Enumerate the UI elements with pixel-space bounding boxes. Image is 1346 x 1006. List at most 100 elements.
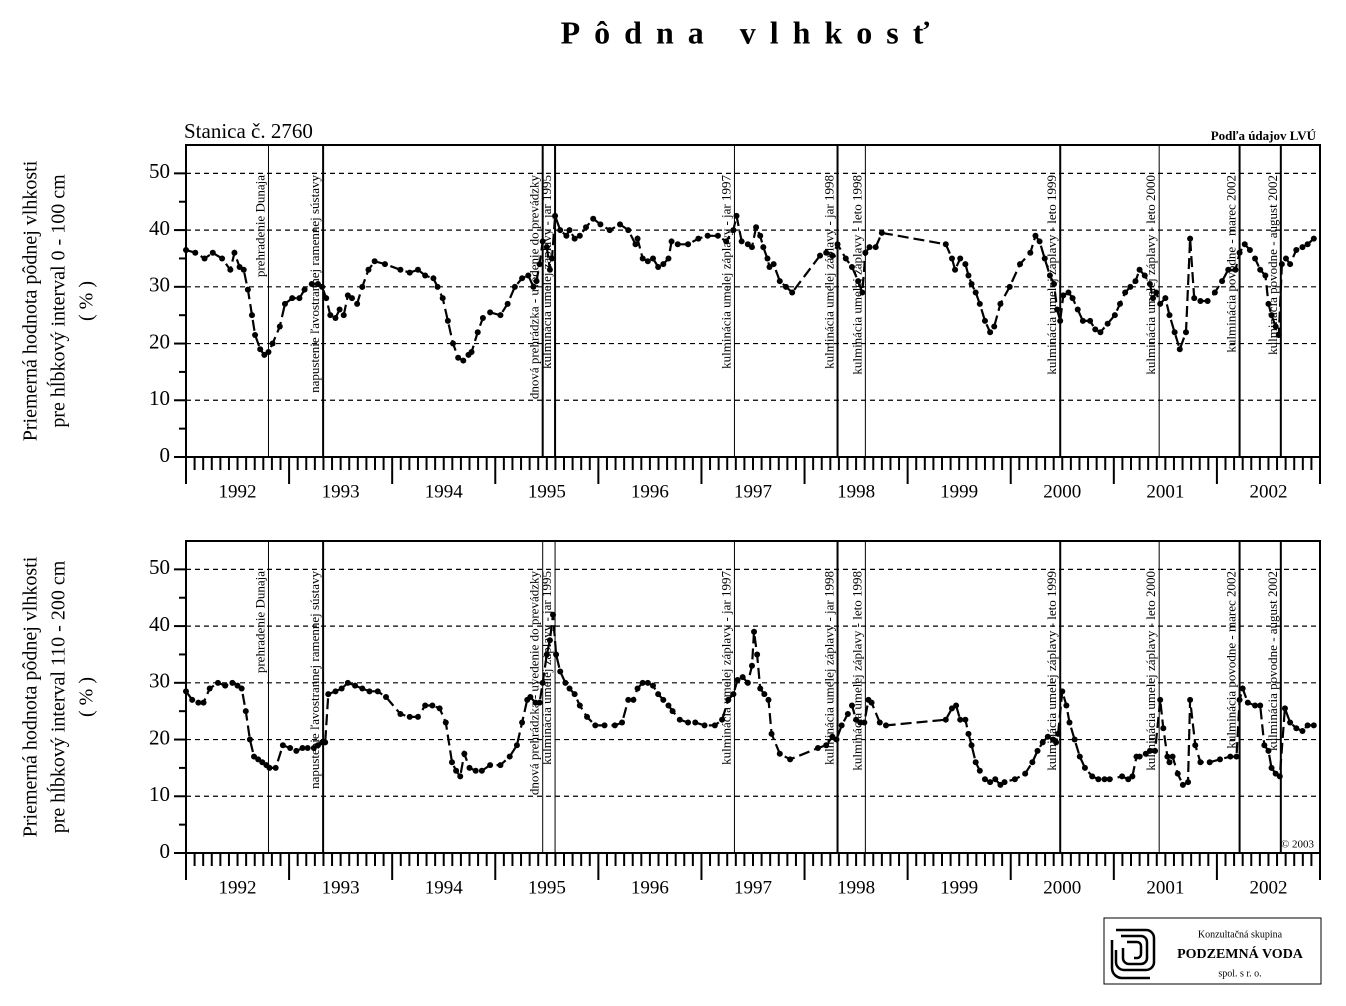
logo-icon — [1110, 928, 1156, 980]
data-point — [1287, 261, 1294, 268]
data-point — [397, 711, 404, 718]
event-label: kulminácia umelej záplavy - leto 2000 — [1143, 571, 1158, 771]
data-point — [584, 713, 591, 720]
data-point — [965, 730, 972, 737]
data-point — [1252, 255, 1259, 262]
data-point — [327, 312, 334, 319]
x-tick-label: 1994 — [425, 877, 464, 898]
data-point — [552, 212, 559, 219]
data-point — [206, 685, 213, 692]
data-point — [1111, 312, 1118, 319]
copyright-label: © 2003 — [1281, 839, 1315, 851]
data-point — [770, 261, 777, 268]
data-point — [723, 238, 730, 245]
data-point — [1197, 759, 1204, 766]
data-point — [240, 266, 247, 273]
data-point — [1071, 736, 1078, 743]
data-point — [872, 244, 879, 251]
data-point — [976, 300, 983, 307]
data-point — [543, 244, 550, 251]
x-tick-label: 2002 — [1249, 877, 1287, 898]
plot-frame — [185, 540, 1321, 854]
data-point — [472, 767, 479, 774]
data-point — [366, 688, 373, 695]
y-tick-label: 10 — [149, 782, 170, 806]
data-point — [1192, 742, 1199, 749]
data-point — [814, 745, 821, 752]
data-point — [359, 283, 366, 290]
data-point — [460, 357, 467, 364]
data-point — [789, 289, 796, 296]
data-point — [1211, 289, 1218, 296]
data-point — [882, 722, 889, 729]
data-point — [562, 679, 569, 686]
data-point — [857, 719, 864, 726]
y-tick-label: 50 — [149, 555, 170, 579]
data-point — [1232, 266, 1239, 273]
data-point — [1182, 329, 1189, 336]
data-point — [1149, 295, 1156, 302]
event-label: kulminácia povodne - august 2002 — [1265, 571, 1280, 751]
data-point — [639, 255, 646, 262]
data-point — [1146, 280, 1153, 287]
data-point — [227, 266, 234, 273]
data-point — [665, 702, 672, 709]
data-point — [768, 730, 775, 737]
data-point — [325, 691, 332, 698]
data-point — [487, 762, 494, 769]
data-point — [1117, 300, 1124, 307]
data-point — [557, 227, 564, 234]
data-point — [1060, 292, 1067, 299]
data-point — [597, 221, 604, 228]
data-point — [1261, 742, 1268, 749]
data-point — [281, 300, 288, 307]
data-point — [962, 261, 969, 268]
data-point — [660, 261, 667, 268]
data-point — [1268, 312, 1275, 319]
data-point — [571, 691, 578, 698]
station-label: Stanica č. 2760 — [184, 119, 313, 143]
data-point — [1185, 779, 1192, 786]
data-point — [546, 266, 553, 273]
data-point — [248, 312, 255, 319]
data-point — [209, 249, 216, 256]
y-axis-title: Priemerná hodnota pôdnej vlhkosti — [20, 556, 42, 837]
data-point — [1275, 332, 1282, 339]
data-point — [711, 722, 718, 729]
data-point — [823, 742, 830, 749]
data-point — [744, 679, 751, 686]
data-point — [655, 263, 662, 270]
data-point — [1079, 317, 1086, 324]
data-point — [532, 699, 539, 706]
y-tick-label: 0 — [160, 839, 171, 863]
data-point — [539, 238, 546, 245]
data-point — [1046, 272, 1053, 279]
data-point — [1022, 770, 1029, 777]
x-tick-label: 2001 — [1146, 481, 1184, 502]
data-point — [479, 315, 486, 322]
data-point — [942, 241, 949, 248]
data-point — [453, 767, 460, 774]
data-point — [1106, 776, 1113, 783]
data-point — [751, 628, 758, 635]
data-point — [1097, 329, 1104, 336]
x-tick-label: 1993 — [322, 877, 360, 898]
data-point — [619, 719, 626, 726]
x-tick-label: 1997 — [734, 481, 772, 502]
data-point — [655, 691, 662, 698]
data-point — [1087, 317, 1094, 324]
event-label: kulminácia umelej záplavy - jar 1995 — [539, 571, 554, 765]
logo-text: PODZEMNÁ VODA — [1177, 945, 1304, 962]
data-point — [530, 283, 537, 290]
y-tick-label: 10 — [149, 386, 170, 410]
data-point — [639, 679, 646, 686]
x-tick-label: 1995 — [528, 877, 566, 898]
data-point — [776, 750, 783, 757]
data-point — [497, 762, 504, 769]
data-point — [382, 694, 389, 700]
data-point — [719, 716, 726, 723]
data-point — [406, 269, 413, 276]
data-point — [968, 280, 975, 287]
y-tick-label: 50 — [149, 159, 170, 183]
data-point — [468, 349, 475, 356]
